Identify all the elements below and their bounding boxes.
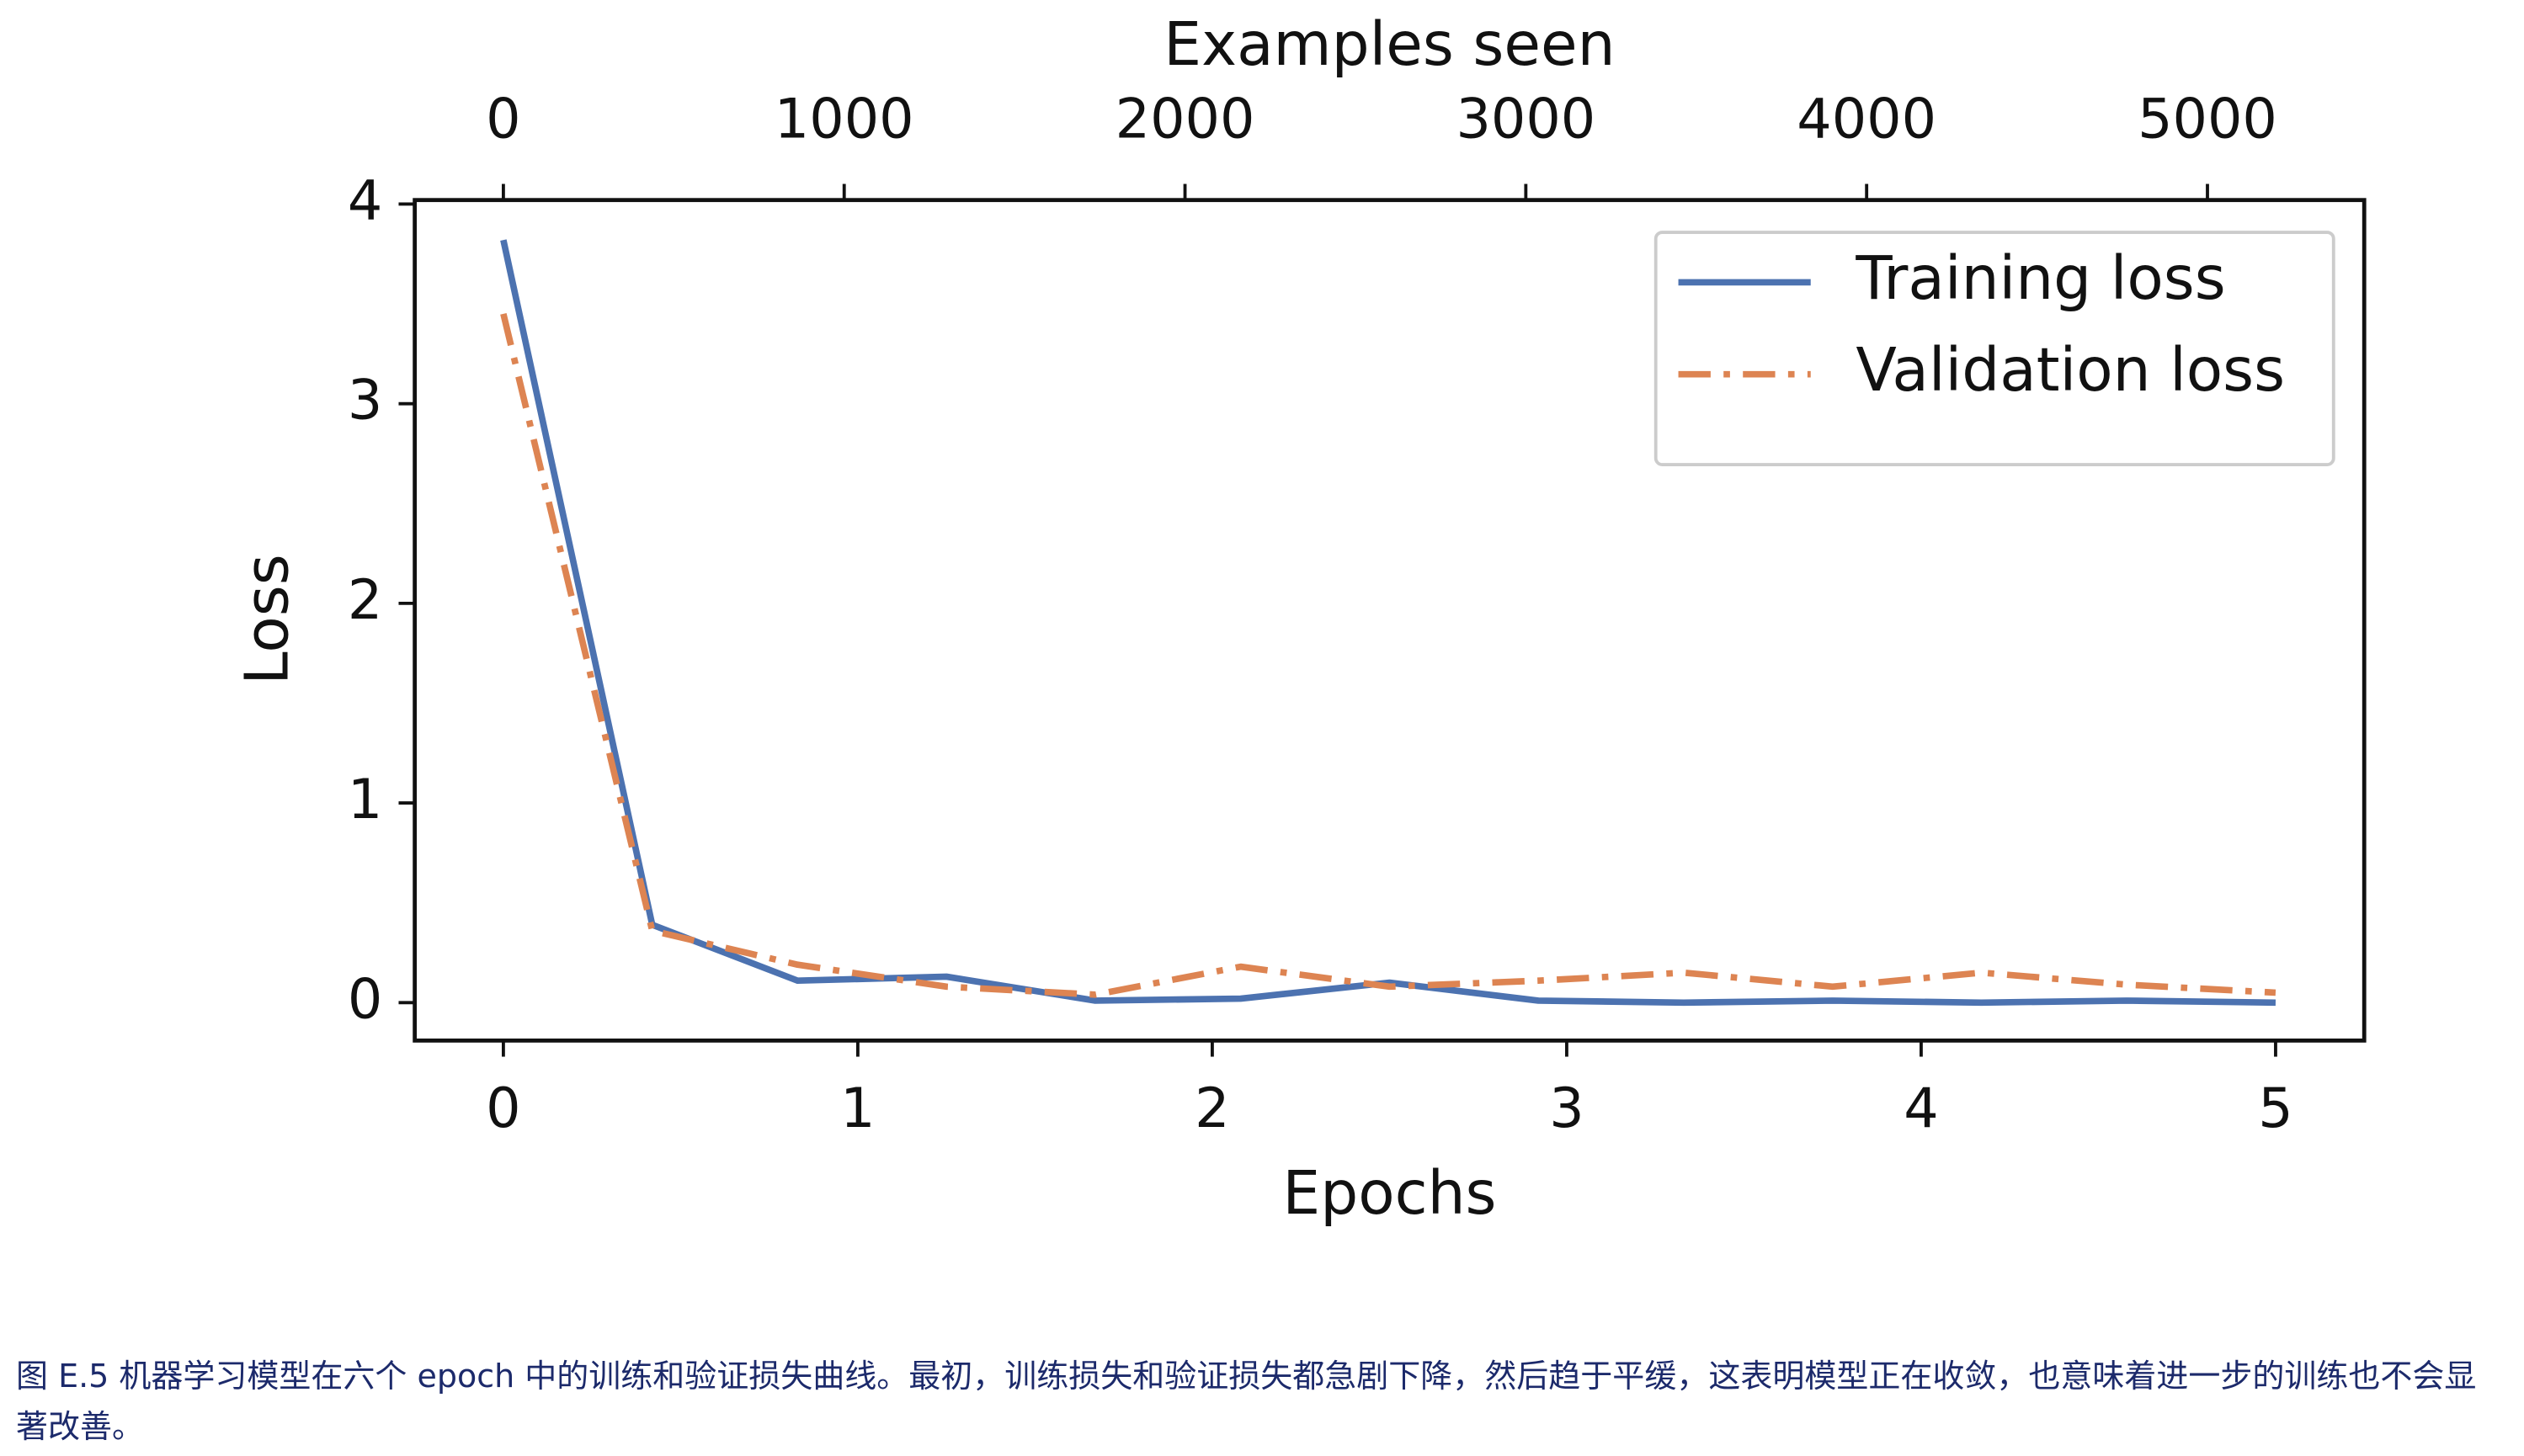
x2-tick-label: 4000 [1797,88,1936,151]
line [500,313,2276,998]
x2-tick-label: 5000 [2138,88,2277,151]
x2-tick-label: 0 [486,88,520,151]
caption: 图 E.5 机器学习模型在六个 epoch 中的训练和验证损失曲线。最初，训练损… [16,1358,2477,1445]
chart: Examples seen Epochs Loss 0 1 2 3 4 5 0 1000 200… [232,9,2367,1228]
legend-box [1653,231,2335,466]
x-tick-label: 5 [2258,1077,2292,1140]
y-tick-label: 1 [348,768,382,832]
y-tick-label: 0 [348,968,382,1031]
x-tick-label: 4 [1904,1077,1938,1140]
x-axis-title: Epochs [1282,1158,1496,1228]
legend-label: Validation loss [1856,335,2285,405]
y-tick-label: 3 [348,369,382,433]
x2-tick-label: 1000 [775,88,914,151]
x2-tick-label: 3000 [1456,88,1595,151]
x2-tick-label: 2000 [1116,88,1255,151]
x-tick-label: 2 [1195,1077,1229,1140]
x2-axis-title: Examples seen [1163,9,1615,79]
legend-label: Training loss [1855,243,2225,313]
line [500,239,2276,1007]
x-tick-label: 1 [840,1077,875,1140]
x-tick-label: 0 [486,1077,520,1140]
x-tick-label: 3 [1549,1077,1584,1140]
y-tick-label: 4 [348,169,382,232]
y-axis-title: Loss [232,554,302,685]
y-tick-label: 2 [348,569,382,632]
plot-frame [413,198,2367,1043]
